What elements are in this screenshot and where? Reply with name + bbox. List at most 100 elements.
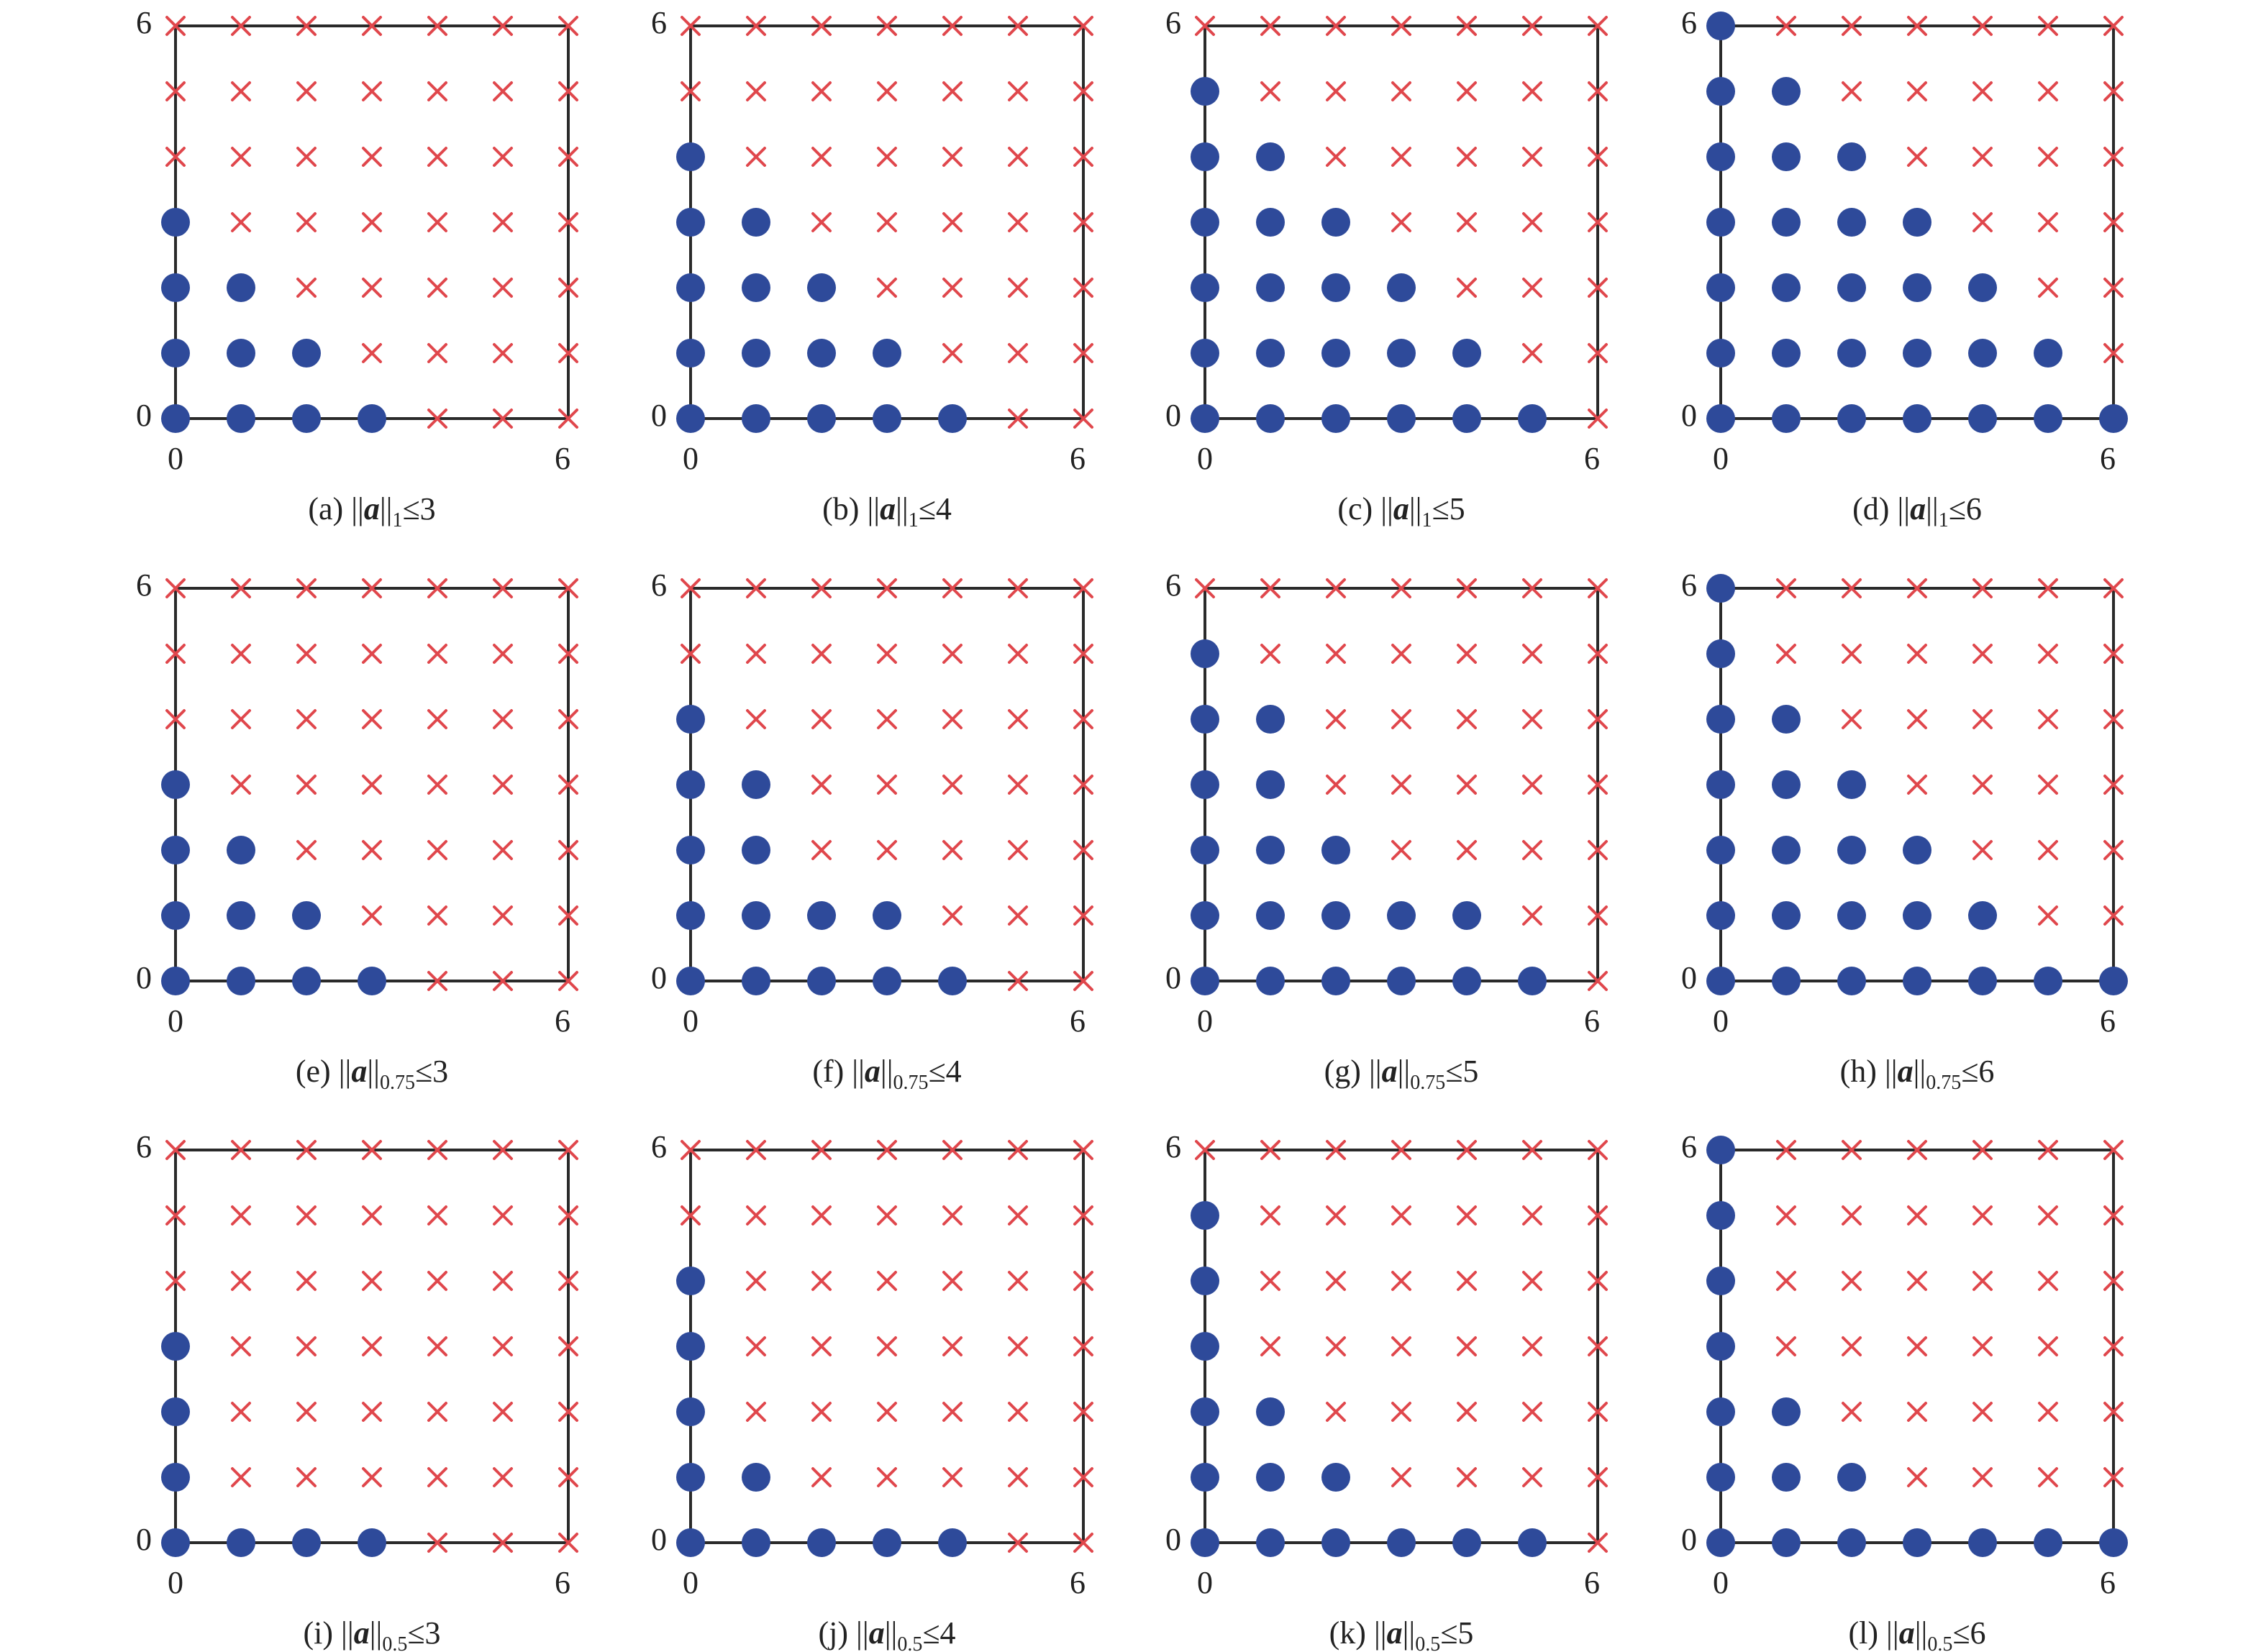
x-tick-label-max: 6 — [1584, 441, 1600, 476]
feasible-point — [1772, 404, 1801, 433]
infeasible-point — [1907, 775, 1927, 795]
infeasible-point — [942, 1467, 963, 1487]
x-tick-label-max: 6 — [555, 1565, 570, 1600]
infeasible-point — [1260, 16, 1280, 36]
infeasible-point — [427, 775, 447, 795]
feasible-point — [1191, 967, 1219, 995]
feasible-point — [1706, 339, 1735, 368]
feasible-point — [1191, 836, 1219, 864]
infeasible-point — [1073, 1205, 1093, 1226]
infeasible-point — [942, 1271, 963, 1291]
infeasible-point — [1260, 1271, 1280, 1291]
feasible-point — [1321, 901, 1350, 930]
infeasible-point — [1008, 16, 1028, 36]
feasible-point — [1772, 836, 1801, 864]
infeasible-point — [1457, 1467, 1477, 1487]
infeasible-point — [1457, 147, 1477, 167]
feasible-point — [1387, 273, 1416, 302]
feasible-point — [1706, 1528, 1735, 1557]
infeasible-point — [942, 212, 963, 232]
infeasible-point — [942, 147, 963, 167]
panel-g: 0 6 0 6 (g) ||a||0.75≤5 — [1165, 567, 1608, 1094]
feasible-point — [676, 1332, 705, 1361]
infeasible-point — [1907, 1140, 1927, 1160]
infeasible-point — [1391, 1140, 1411, 1160]
infeasible-point — [1457, 1140, 1477, 1160]
infeasible-point — [558, 1533, 578, 1553]
feasible-point — [807, 404, 836, 433]
infeasible-point — [558, 971, 578, 991]
infeasible-point — [1391, 644, 1411, 664]
feasible-point — [1256, 1397, 1285, 1426]
infeasible-point — [1972, 1336, 1993, 1356]
panel-c: 0 6 0 6 (c) ||a||1≤5 — [1165, 5, 1608, 531]
infeasible-point — [811, 147, 832, 167]
infeasible-point — [746, 644, 766, 664]
feasible-point — [1191, 1332, 1219, 1361]
infeasible-point — [877, 16, 897, 36]
infeasible-point — [2103, 1467, 2124, 1487]
infeasible-point — [1588, 971, 1608, 991]
feasible-point — [1837, 1528, 1866, 1557]
infeasible-point — [296, 278, 317, 298]
feasible-point — [161, 770, 190, 799]
feasible-point — [676, 836, 705, 864]
infeasible-point — [681, 1140, 701, 1160]
infeasible-point — [493, 1402, 513, 1422]
infeasible-point — [427, 1205, 447, 1226]
y-tick-label-min: 0 — [136, 398, 152, 433]
infeasible-point — [681, 578, 701, 598]
infeasible-point — [165, 16, 186, 36]
infeasible-point — [1073, 147, 1093, 167]
infeasible-point — [1195, 1140, 1215, 1160]
infeasible-point — [1842, 1140, 1862, 1160]
feasible-point — [292, 901, 321, 930]
panel-a: 0 6 0 6 (a) ||a||1≤3 — [136, 5, 578, 531]
panel-caption: (a) ||a||1≤3 — [308, 491, 435, 531]
feasible-point — [1191, 1397, 1219, 1426]
feasible-point — [1837, 836, 1866, 864]
infeasible-point — [427, 343, 447, 363]
feasible-point — [1772, 901, 1801, 930]
infeasible-point — [427, 578, 447, 598]
infeasible-point — [558, 81, 578, 101]
infeasible-point — [2038, 1140, 2058, 1160]
infeasible-point — [558, 1467, 578, 1487]
feasible-point — [1903, 208, 1931, 237]
feasible-point — [1387, 404, 1416, 433]
feasible-point — [1321, 273, 1350, 302]
infeasible-point — [558, 1271, 578, 1291]
feasible-point — [1706, 142, 1735, 171]
infeasible-point — [1972, 775, 1993, 795]
infeasible-point — [1326, 1271, 1346, 1291]
infeasible-point — [2038, 1271, 2058, 1291]
infeasible-point — [877, 147, 897, 167]
feasible-point — [1452, 1528, 1481, 1557]
infeasible-point — [296, 578, 317, 598]
infeasible-point — [2038, 147, 2058, 167]
infeasible-point — [2103, 1402, 2124, 1422]
infeasible-point — [1073, 1271, 1093, 1291]
infeasible-point — [942, 81, 963, 101]
feasible-point — [1706, 1136, 1735, 1164]
infeasible-point — [1588, 81, 1608, 101]
infeasible-point — [1588, 16, 1608, 36]
infeasible-point — [362, 343, 382, 363]
infeasible-point — [942, 578, 963, 598]
infeasible-point — [1326, 147, 1346, 167]
feasible-point — [1256, 705, 1285, 734]
panel-j: 0 6 0 6 (j) ||a||0.5≤4 — [651, 1129, 1093, 1652]
feasible-point — [938, 967, 967, 995]
infeasible-point — [558, 278, 578, 298]
infeasible-point — [811, 1205, 832, 1226]
infeasible-point — [1391, 1205, 1411, 1226]
infeasible-point — [681, 644, 701, 664]
infeasible-point — [427, 1533, 447, 1553]
infeasible-point — [1907, 644, 1927, 664]
feasible-point — [2034, 339, 2062, 368]
infeasible-point — [1972, 81, 1993, 101]
feasible-point — [1706, 77, 1735, 106]
feasible-point — [1706, 639, 1735, 668]
infeasible-point — [493, 1336, 513, 1356]
